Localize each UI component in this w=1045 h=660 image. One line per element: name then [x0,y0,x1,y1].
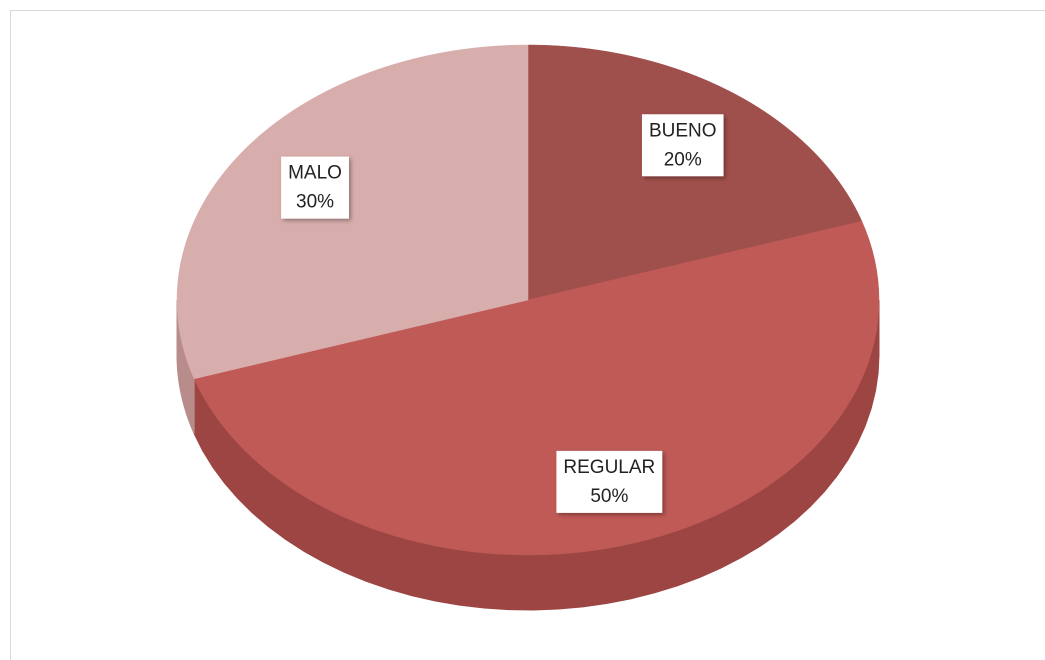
data-label-box [556,450,663,513]
chart-frame [10,10,1045,660]
value-label: 50% [590,486,628,507]
value-label: 30% [296,192,334,213]
pie-slice [193,220,880,556]
pie-slice [176,44,529,380]
category-label: MALO [288,163,342,184]
data-label-box [281,156,349,219]
data-label-box [641,114,724,177]
value-label: 20% [664,149,702,170]
category-label: BUENO [649,120,717,141]
category-label: REGULAR [563,457,655,478]
